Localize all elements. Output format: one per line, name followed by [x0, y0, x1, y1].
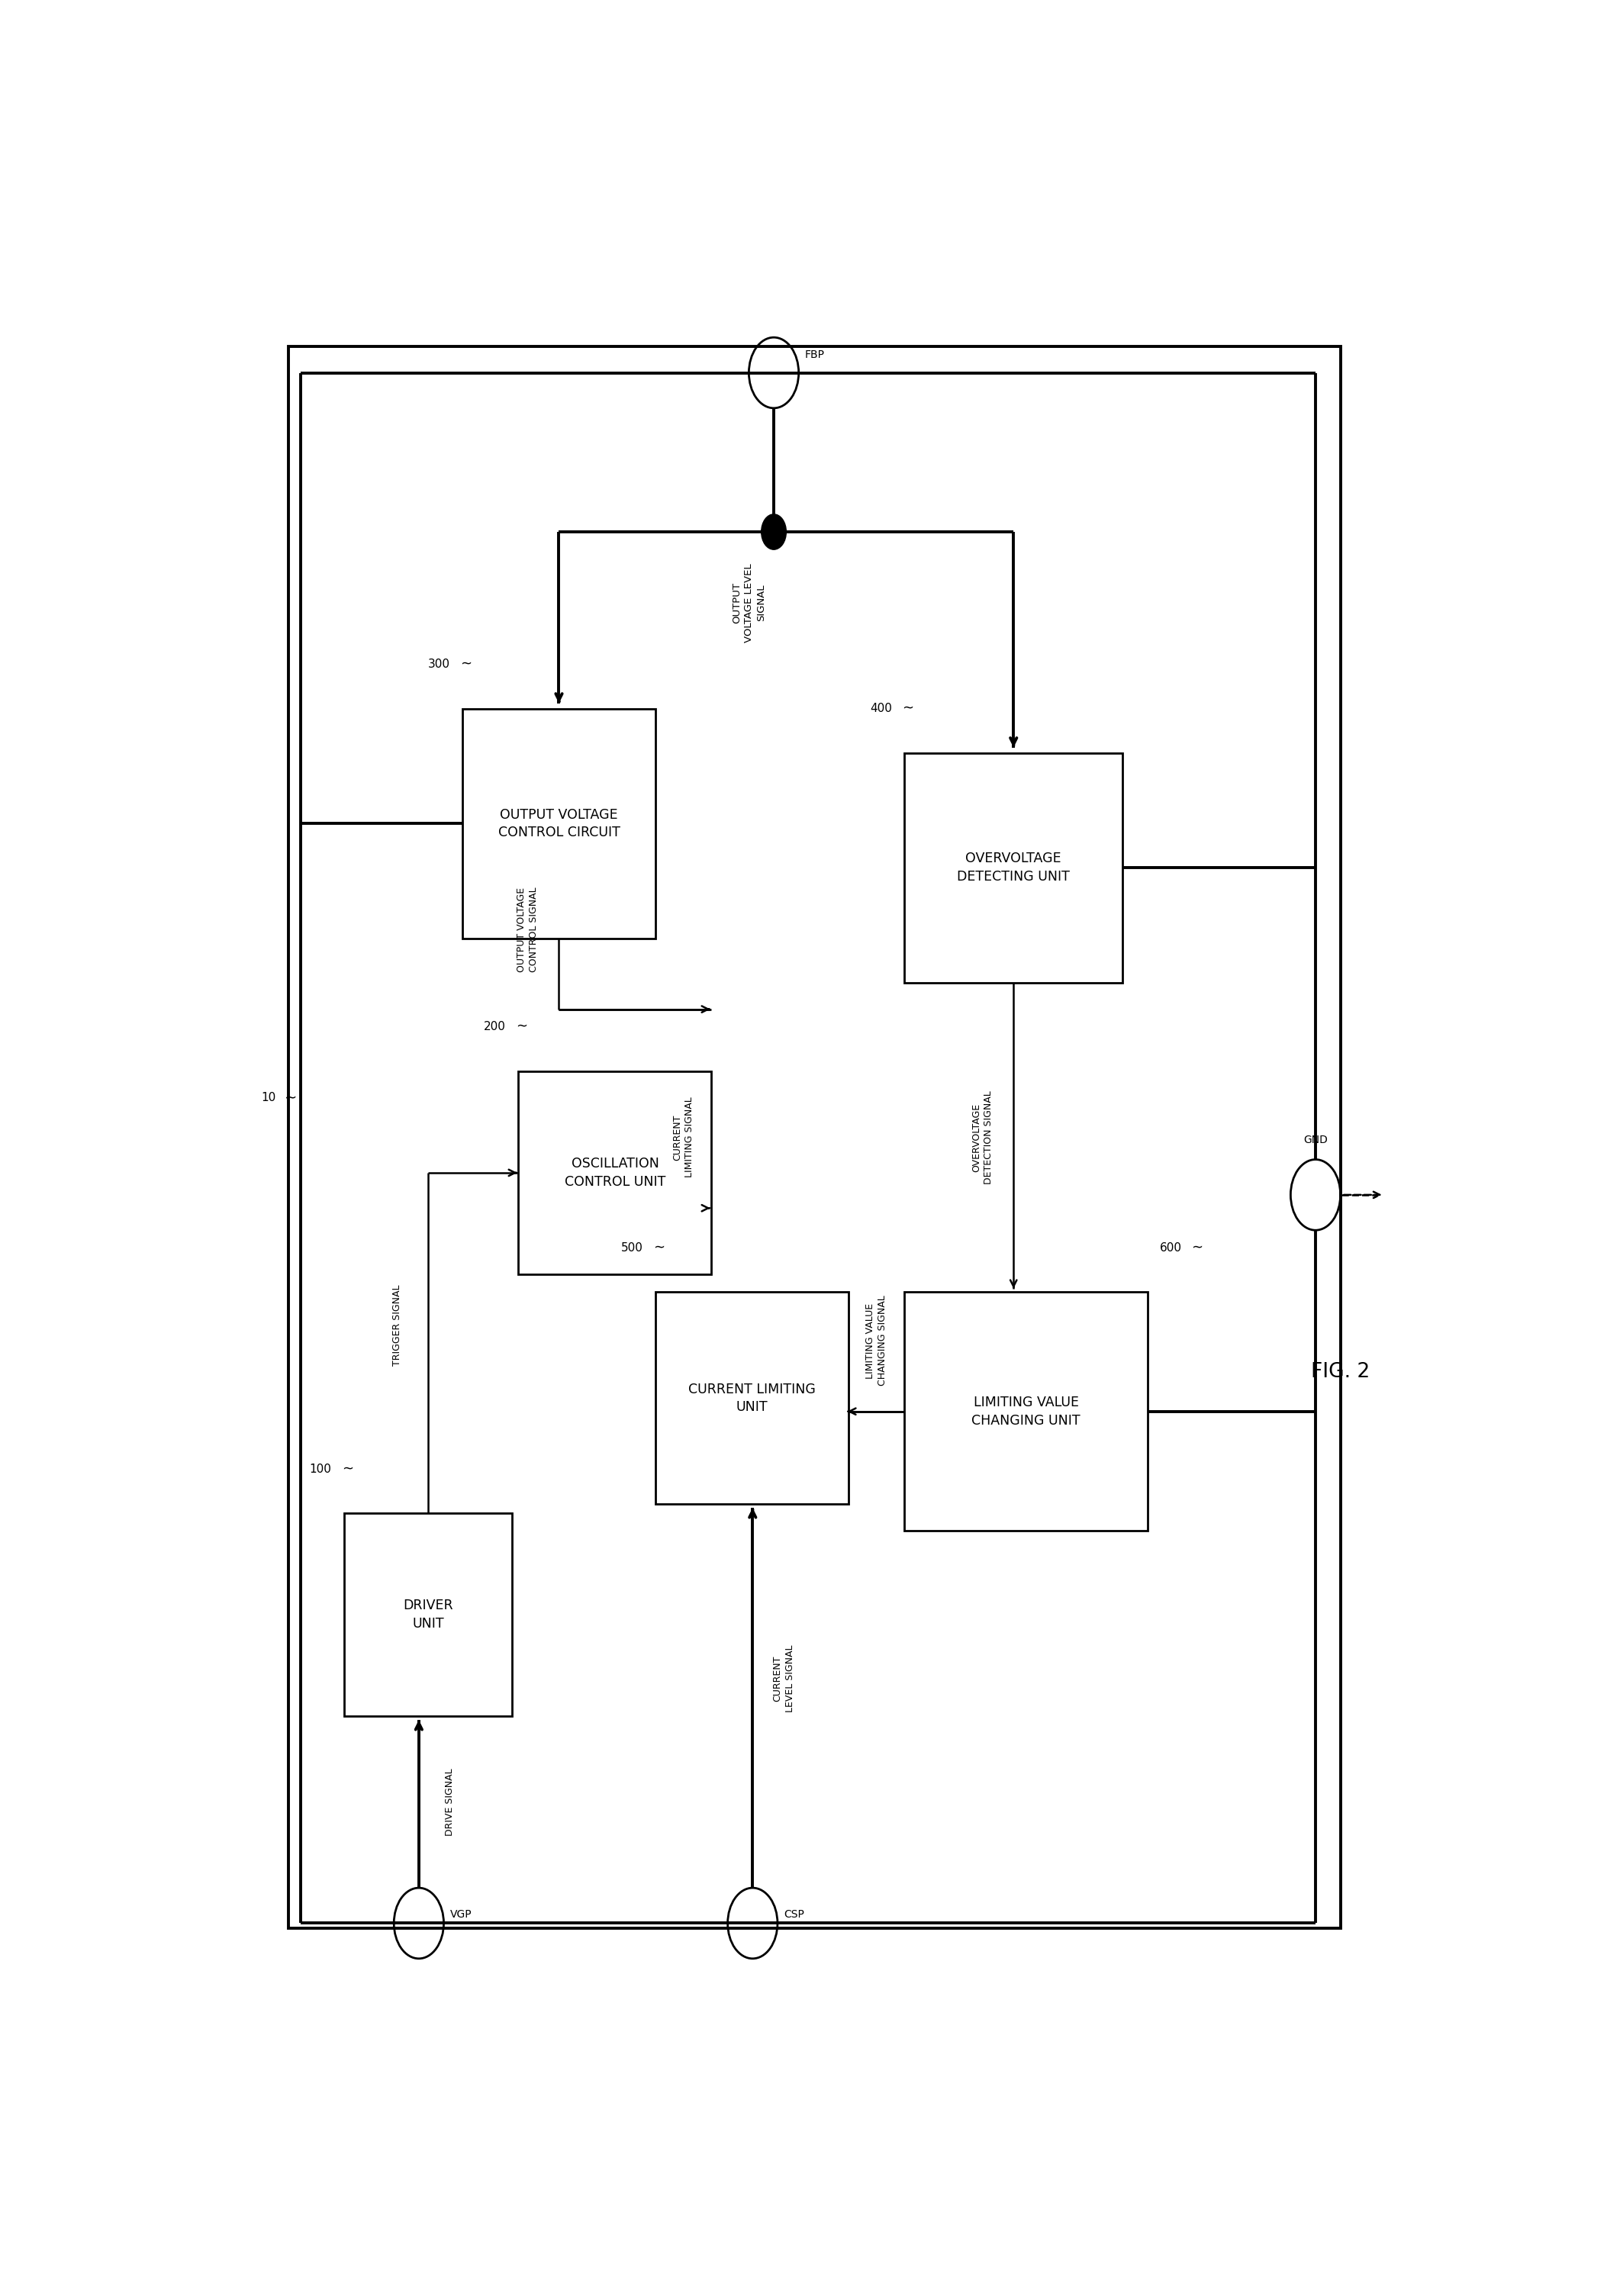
Text: OUTPUT
VOLTAGE LEVEL
SIGNAL: OUTPUT VOLTAGE LEVEL SIGNAL [731, 563, 767, 643]
Text: 600: 600 [1160, 1242, 1183, 1254]
Text: OVERVOLTAGE
DETECTION SIGNAL: OVERVOLTAGE DETECTION SIGNAL [971, 1091, 993, 1185]
FancyBboxPatch shape [519, 1070, 712, 1274]
Text: CSP: CSP [784, 1908, 804, 1919]
Text: CURRENT
LEVEL SIGNAL: CURRENT LEVEL SIGNAL [773, 1644, 795, 1713]
Text: VGP: VGP [450, 1908, 472, 1919]
Text: 300: 300 [427, 659, 450, 670]
Text: OSCILLATION
CONTROL UNIT: OSCILLATION CONTROL UNIT [564, 1157, 665, 1189]
Text: GND: GND [1303, 1134, 1327, 1146]
Text: FBP: FBP [805, 349, 824, 360]
FancyBboxPatch shape [463, 709, 656, 939]
Text: FIG. 2: FIG. 2 [1311, 1362, 1369, 1382]
FancyBboxPatch shape [905, 1293, 1147, 1531]
Text: LIMITING VALUE
CHANGING UNIT: LIMITING VALUE CHANGING UNIT [972, 1396, 1080, 1428]
FancyBboxPatch shape [288, 347, 1340, 1929]
FancyBboxPatch shape [344, 1513, 513, 1717]
FancyBboxPatch shape [905, 753, 1122, 983]
Text: ∼: ∼ [284, 1091, 297, 1104]
Text: OVERVOLTAGE
DETECTING UNIT: OVERVOLTAGE DETECTING UNIT [958, 852, 1070, 884]
Text: 10: 10 [260, 1093, 276, 1104]
Text: OUTPUT VOLTAGE
CONTROL SIGNAL: OUTPUT VOLTAGE CONTROL SIGNAL [517, 886, 538, 971]
Text: ∼: ∼ [902, 703, 914, 716]
Text: ∼: ∼ [460, 657, 471, 670]
Text: CURRENT
LIMITING SIGNAL: CURRENT LIMITING SIGNAL [672, 1097, 694, 1178]
Text: ∼: ∼ [652, 1242, 665, 1254]
Text: ∼: ∼ [516, 1019, 527, 1033]
Text: ∼: ∼ [342, 1463, 354, 1476]
Text: LIMITING VALUE
CHANGING SIGNAL: LIMITING VALUE CHANGING SIGNAL [866, 1295, 887, 1387]
Text: 200: 200 [484, 1022, 506, 1033]
Text: DRIVER
UNIT: DRIVER UNIT [403, 1598, 453, 1630]
Text: TRIGGER SIGNAL: TRIGGER SIGNAL [392, 1283, 402, 1366]
Text: DRIVE SIGNAL: DRIVE SIGNAL [445, 1768, 455, 1837]
Text: 500: 500 [620, 1242, 643, 1254]
FancyBboxPatch shape [656, 1293, 848, 1504]
Text: OUTPUT VOLTAGE
CONTROL CIRCUIT: OUTPUT VOLTAGE CONTROL CIRCUIT [498, 808, 620, 840]
Text: CURRENT LIMITING
UNIT: CURRENT LIMITING UNIT [688, 1382, 816, 1414]
Text: 400: 400 [869, 703, 892, 714]
Text: ∼: ∼ [1191, 1242, 1202, 1254]
Circle shape [762, 514, 786, 549]
Text: 100: 100 [310, 1463, 331, 1474]
